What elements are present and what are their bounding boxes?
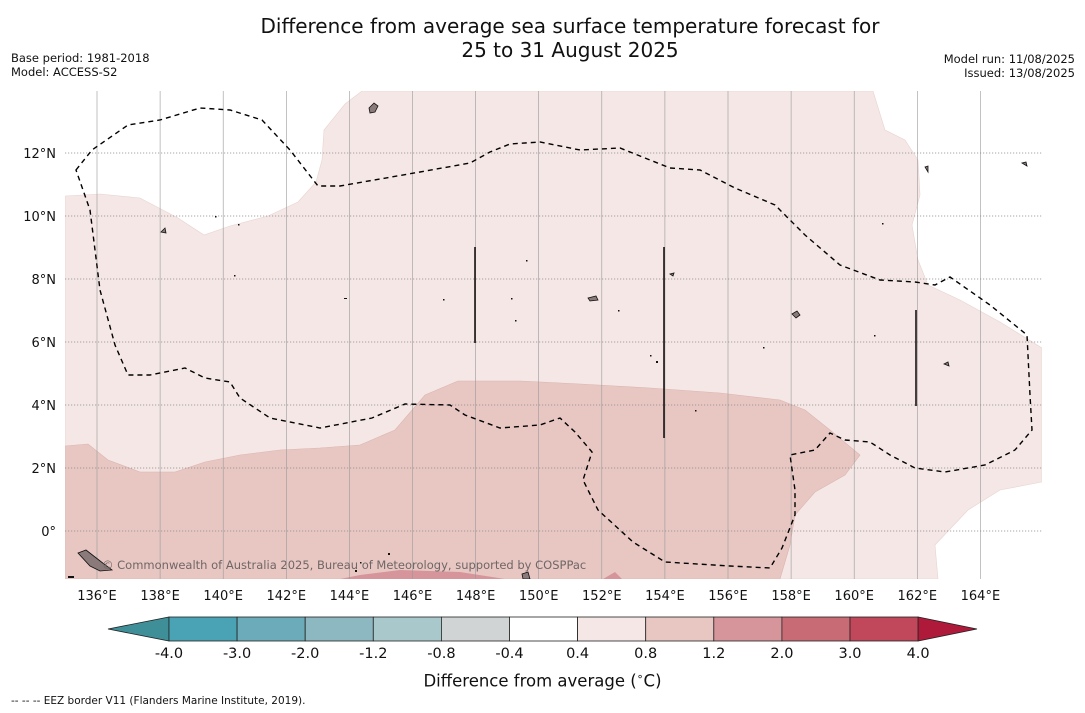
longitude-label: 148°E: [456, 589, 496, 604]
island-south: [521, 571, 531, 579]
colorbar-unit: C): [643, 671, 662, 691]
longitude-label: 158°E: [771, 589, 811, 604]
model-name: Model: ACCESS-S2: [11, 65, 118, 79]
islands: [77, 102, 1028, 579]
colorbar-tick-label: 3.0: [838, 646, 861, 662]
colorbar-tick-label: 4.0: [907, 646, 930, 662]
colorbar-segment: [713, 616, 783, 642]
island-small-1: [669, 272, 675, 277]
meta-right: Model run: 11/08/2025 Issued: 13/08/2025: [944, 52, 1075, 80]
colorbar-segment: [781, 616, 851, 642]
map-area: © Commonwealth of Australia 2025, Bureau…: [65, 91, 1042, 579]
meridian-gridlines: [96, 91, 981, 579]
longitude-labels: 136°E 138°E 140°E 142°E 144°E 146°E 148°E 150°E…: [77, 589, 1000, 604]
colorbar-tick-label: 0.8: [634, 646, 657, 662]
colorbar-segment: [849, 616, 919, 642]
eez-border: [75, 107, 1033, 569]
latitude-label: 0°: [41, 525, 56, 540]
longitude-label: 152°E: [582, 589, 622, 604]
colorbar-tick-label: -0.4: [495, 646, 523, 662]
issued-date: Issued: 13/08/2025: [964, 66, 1075, 80]
boundary-lines: [474, 247, 917, 438]
anomaly-region-0-8-1-2: [65, 380, 861, 579]
colorbar-segment: [372, 616, 442, 642]
island-west: [160, 227, 167, 234]
parallel-gridlines: [65, 152, 1042, 532]
degree-symbol: ∘: [636, 670, 644, 683]
longitude-label: 142°E: [267, 589, 307, 604]
title-line-1: Difference from average sea surface temp…: [260, 14, 880, 38]
copyright-watermark: © Commonwealth of Australia 2025, Bureau…: [102, 558, 586, 572]
longitude-label: 162°E: [898, 589, 938, 604]
page-title: Difference from average sea surface temp…: [0, 14, 1085, 62]
title-line-2: 25 to 31 August 2025: [461, 38, 679, 62]
island-central: [587, 295, 599, 302]
meta-left: Base period: 1981-2018 Model: ACCESS-S2: [11, 51, 150, 79]
colorbar-segment: [168, 616, 238, 642]
colorbar-tick-label: -1.2: [359, 646, 387, 662]
colorbar-segment: [440, 616, 510, 642]
latitude-labels: 12°N 10°N 8°N 6°N 4°N 2°N 0°: [23, 147, 56, 540]
island-northeast-2: [924, 165, 929, 174]
latitude-label: 8°N: [32, 273, 57, 288]
longitude-label: 144°E: [330, 589, 370, 604]
longitude-label: 146°E: [393, 589, 433, 604]
eez-legend-note: -- -- -- EEZ border V11 (Flanders Marine…: [11, 695, 306, 707]
latitude-label: 4°N: [32, 399, 57, 414]
anomaly-region-1-2-2-0-small: [603, 572, 622, 579]
colorbar-extend-high: [917, 616, 978, 642]
longitude-label: 150°E: [519, 589, 559, 604]
colorbar-tick-label: 0.4: [566, 646, 589, 662]
colorbar: -4.0 -3.0 -2.0 -1.2 -0.8 -0.4 0.4 0.8 1.2 2.0 3.0 4…: [107, 616, 978, 662]
island-southwest: [77, 549, 114, 572]
colorbar-segment: [509, 616, 578, 642]
colorbar-label: Difference from average (: [423, 671, 637, 691]
island-far-east: [943, 361, 950, 367]
base-period: Base period: 1981-2018: [11, 51, 150, 65]
latitude-label: 2°N: [32, 462, 57, 477]
island-north: [368, 102, 379, 114]
anomaly-region-1-2-2-0: [340, 570, 505, 579]
latitude-label: 12°N: [23, 147, 56, 162]
colorbar-tick-label: -0.8: [427, 646, 455, 662]
longitude-label: 140°E: [203, 589, 243, 604]
longitude-label: 138°E: [140, 589, 180, 604]
colorbar-extend-low: [107, 616, 170, 642]
model-run: Model run: 11/08/2025: [943, 52, 1075, 66]
longitude-label: 160°E: [834, 589, 874, 604]
colorbar-segment: [577, 616, 647, 642]
island-east: [791, 310, 801, 319]
colorbar-segment: [236, 616, 306, 642]
colorbar-title: Difference from average (∘C): [0, 670, 1085, 691]
islets: [68, 216, 884, 578]
colorbar-tick-label: 2.0: [770, 646, 793, 662]
longitude-label: 156°E: [708, 589, 748, 604]
colorbar-segment: [645, 616, 715, 642]
colorbar-tick-label: -3.0: [223, 646, 251, 662]
island-northeast-1: [1020, 161, 1028, 167]
latitude-label: 10°N: [23, 210, 56, 225]
colorbar-tick-label: -4.0: [155, 646, 183, 662]
colorbar-tick-label: 1.2: [702, 646, 725, 662]
colorbar-segment: [304, 616, 374, 642]
longitude-label: 136°E: [77, 589, 117, 604]
latitude-label: 6°N: [32, 336, 57, 351]
longitude-label: 164°E: [961, 589, 1001, 604]
longitude-label: 154°E: [645, 589, 685, 604]
colorbar-tick-label: -2.0: [291, 646, 319, 662]
